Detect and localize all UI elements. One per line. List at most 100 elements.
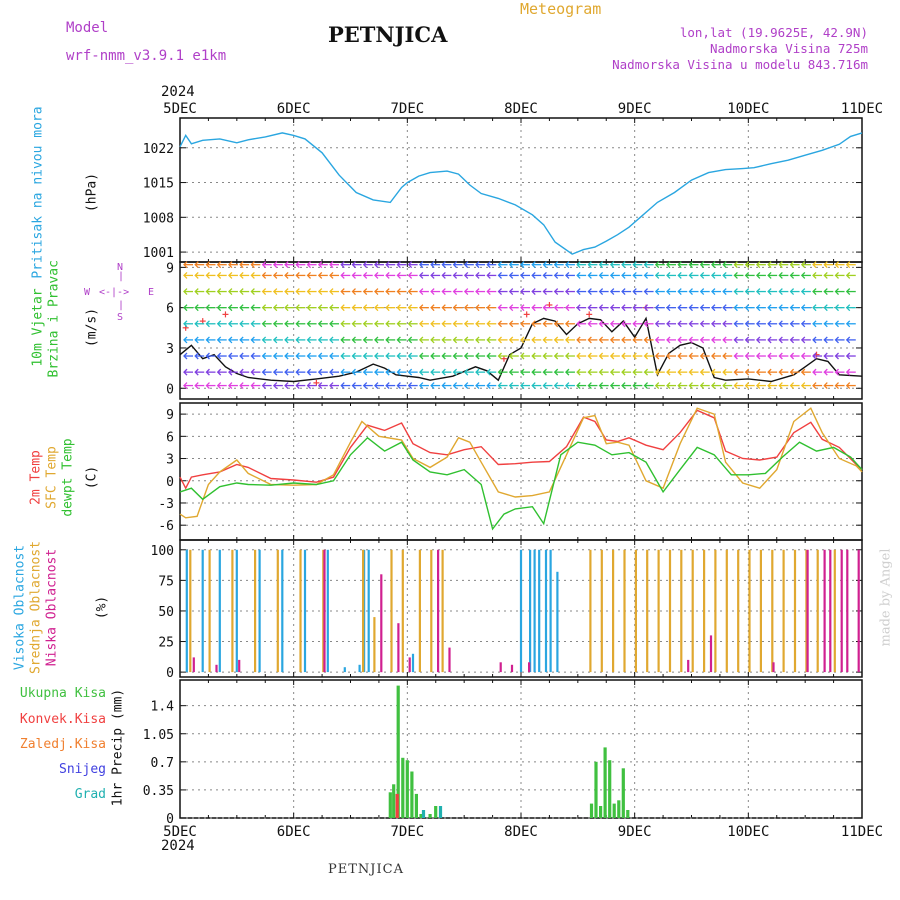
wind-compass: N | W <-|-> E | S bbox=[84, 262, 154, 326]
wind-arrow-head bbox=[475, 271, 480, 279]
wind-arrow-head bbox=[598, 271, 604, 279]
wind-arrow-head bbox=[677, 304, 682, 312]
wind-arrow-head bbox=[508, 261, 514, 269]
wind-arrow-head bbox=[430, 261, 435, 269]
wind-arrow-head bbox=[711, 368, 716, 376]
wind-arrow-head bbox=[216, 320, 222, 328]
wind-arrow-head bbox=[452, 368, 458, 376]
wind-arrow-head bbox=[295, 261, 300, 269]
wind-arrow-head bbox=[621, 320, 626, 328]
wind-arrow-head bbox=[666, 352, 671, 360]
wind-arrow-head bbox=[228, 271, 233, 279]
wind-arrow-head bbox=[228, 382, 233, 390]
wind-arrow-head bbox=[744, 352, 750, 360]
temperature-tick-label: -3 bbox=[158, 497, 174, 512]
footer-station: PETNJICA bbox=[328, 862, 404, 877]
wind-arrow-head bbox=[239, 320, 244, 328]
wind-arrow-head bbox=[441, 304, 446, 312]
wind-arrow-head bbox=[666, 288, 671, 296]
wind-arrow-head bbox=[239, 271, 244, 279]
wind-arrow-head bbox=[576, 271, 581, 279]
wind-arrow-head bbox=[643, 336, 649, 344]
wind-arrow-head bbox=[497, 382, 502, 390]
temperature-tick-label: -6 bbox=[158, 519, 174, 534]
wind-arrow-head bbox=[789, 320, 795, 328]
wind-arrow-head bbox=[778, 320, 783, 328]
cloud_cover-bar bbox=[846, 549, 849, 673]
cloud_cover-bar bbox=[254, 549, 257, 673]
wind-arrow-head bbox=[576, 352, 581, 360]
wind-arrow-head bbox=[789, 271, 795, 279]
cloud_cover-bar bbox=[189, 549, 192, 673]
wind-arrow-head bbox=[362, 352, 368, 360]
wind-arrow-head bbox=[755, 271, 761, 279]
cloud_cover-bar bbox=[529, 549, 532, 673]
wind-arrow-head bbox=[385, 261, 390, 269]
wind-arrow-head bbox=[508, 320, 514, 328]
wind-arrow-head bbox=[250, 336, 255, 344]
wind-arrow-head bbox=[284, 382, 289, 390]
wind-arrow-head bbox=[677, 352, 682, 360]
wind-arrow-head bbox=[666, 382, 671, 390]
wind-arrow-head bbox=[576, 288, 581, 296]
chart-subtitle: Meteogram bbox=[520, 0, 602, 18]
pressure-tick-label: 1008 bbox=[143, 211, 174, 226]
wind-arrow-head bbox=[677, 320, 682, 328]
wind-arrow-head bbox=[823, 352, 828, 360]
cloud_cover-bar bbox=[737, 549, 740, 673]
wind-arrow-head bbox=[565, 320, 570, 328]
wind-arrow-head bbox=[654, 368, 660, 376]
precipitation-bar bbox=[608, 760, 612, 818]
cloud_cover-bar bbox=[258, 549, 261, 673]
wind-arrow-head bbox=[183, 288, 188, 296]
wind-arrow-head bbox=[677, 336, 682, 344]
wind-arrow-head bbox=[216, 304, 222, 312]
wind-arrow-head bbox=[531, 320, 536, 328]
wind-arrow-head bbox=[531, 382, 536, 390]
wind-arrow-head bbox=[295, 352, 300, 360]
cloud_cover-tick-label: 25 bbox=[158, 636, 174, 651]
wind-arrow-head bbox=[609, 261, 615, 269]
cloud_cover-bar bbox=[772, 662, 775, 673]
cloud_cover-bar bbox=[833, 549, 836, 673]
wind-arrow-head bbox=[194, 261, 199, 269]
wind-arrow-head bbox=[565, 368, 570, 376]
wind-arrow-head bbox=[306, 304, 312, 312]
date-label-top: 7DEC bbox=[390, 101, 424, 117]
wind-arrow-head bbox=[295, 368, 300, 376]
wind-arrow-head bbox=[621, 271, 626, 279]
legend-snow: Snijeg bbox=[59, 762, 106, 777]
precipitation-bar bbox=[405, 760, 409, 818]
wind-arrow-head bbox=[261, 336, 267, 344]
wind-arrow-head bbox=[621, 368, 626, 376]
wind-arrow-head bbox=[845, 368, 851, 376]
wind-arrow-head bbox=[441, 352, 446, 360]
wind-arrow-head bbox=[418, 304, 424, 312]
wind-arrow-head bbox=[250, 261, 255, 269]
wind-arrow-head bbox=[272, 368, 278, 376]
wind-arrow-head bbox=[508, 304, 514, 312]
wind-arrow-head bbox=[778, 288, 783, 296]
wind-arrow-head bbox=[441, 271, 446, 279]
wind-arrow-head bbox=[396, 261, 401, 269]
wind-arrow-head bbox=[823, 368, 828, 376]
precipitation-bar bbox=[621, 768, 625, 818]
wind-arrow-head bbox=[441, 288, 446, 296]
wind-arrow-head bbox=[666, 261, 671, 269]
compass-s-label: S bbox=[117, 312, 124, 323]
wind-arrow-head bbox=[205, 261, 210, 269]
temperature-series-line bbox=[179, 436, 863, 531]
wind-arrow-head bbox=[463, 304, 469, 312]
wind-arrow-head bbox=[205, 304, 210, 312]
page-title: PETNJICA bbox=[328, 22, 448, 47]
wind-arrow-head bbox=[834, 368, 839, 376]
wind-arrow-head bbox=[834, 288, 839, 296]
wind-arrow-head bbox=[711, 304, 716, 312]
wind-arrow-head bbox=[699, 368, 705, 376]
year-top: 2024 bbox=[161, 84, 195, 100]
cloud_cover-bar bbox=[326, 549, 329, 673]
wind-arrow-head bbox=[430, 382, 435, 390]
pressure-series-line bbox=[179, 132, 863, 255]
wind-arrow-head bbox=[452, 382, 458, 390]
precipitation-bar bbox=[410, 771, 414, 818]
